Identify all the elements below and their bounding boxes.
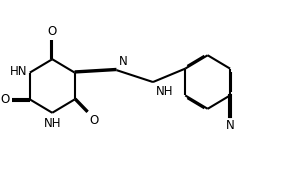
Text: O: O [48,25,57,38]
Text: O: O [89,114,98,127]
Text: HN: HN [9,65,27,78]
Text: N: N [119,55,127,68]
Text: O: O [1,93,10,106]
Text: NH: NH [156,85,173,98]
Text: NH: NH [44,117,61,130]
Text: N: N [226,119,234,132]
